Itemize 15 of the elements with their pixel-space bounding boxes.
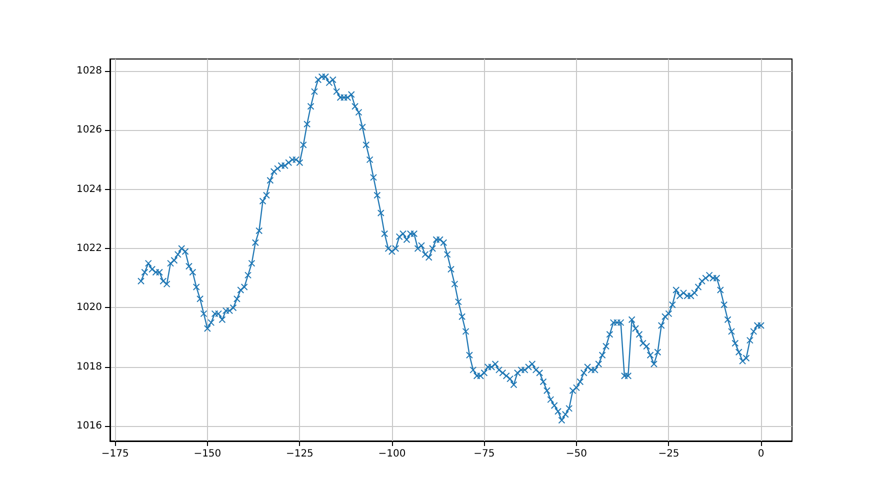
x-tick-label: −150 [194,448,222,460]
y-tick-label: 1018 [76,361,102,372]
y-tick-label: 1028 [76,65,102,76]
x-tick-label: −125 [286,448,314,460]
x-tick-label: −75 [474,448,495,460]
y-tick-label: 1016 [76,420,102,432]
y-tick-label: 1022 [76,243,102,254]
x-tick-label: −50 [566,448,588,460]
x-tick-label: −175 [101,448,129,460]
y-tick-label: 1024 [76,184,102,195]
x-tick-label: −100 [378,448,406,460]
x-tick-label: −25 [658,448,680,460]
y-tick-label: 1020 [76,302,102,314]
y-tick-label: 1026 [76,124,102,136]
x-tick-label: 0 [758,448,764,460]
